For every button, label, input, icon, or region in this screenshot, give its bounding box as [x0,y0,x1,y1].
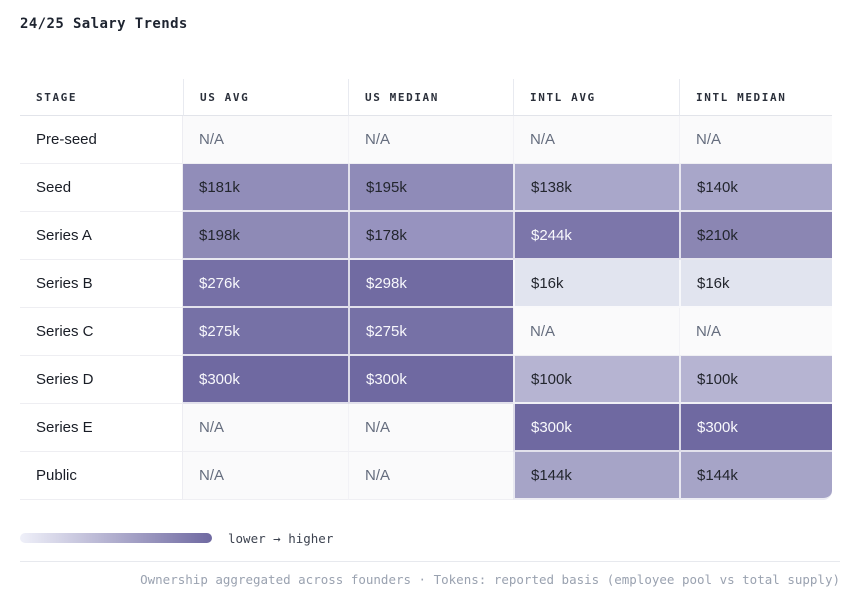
value-cell: $276k [183,260,348,308]
salary-table: STAGE US AVG US MEDIAN INTL AVG INTL MED… [20,79,832,500]
value-cell: $178k [348,212,513,260]
value-cell: N/A [183,452,348,500]
value-cell: N/A [513,116,679,164]
column-header-us-avg: US AVG [183,79,348,116]
value-cell: $181k [183,164,348,212]
value-cell: $298k [348,260,513,308]
value-cell: $300k [348,356,513,404]
page: 24/25 Salary Trends STAGE US AVG US MEDI… [20,16,840,587]
heat-legend-label: lower → higher [228,530,334,546]
value-cell: $100k [513,356,679,404]
value-cell: $195k [348,164,513,212]
page-title: 24/25 Salary Trends [20,16,188,32]
footnote: Ownership aggregated across founders · T… [140,572,840,587]
value-cell: N/A [679,116,832,164]
value-cell: $144k [679,452,832,500]
column-header-us-median: US MEDIAN [348,79,513,116]
value-cell: $100k [679,356,832,404]
value-cell: $210k [679,212,832,260]
value-cell: N/A [183,116,348,164]
value-cell: $198k [183,212,348,260]
value-cell: $244k [513,212,679,260]
value-cell: N/A [348,452,513,500]
stage-cell: Series A [20,212,183,260]
footer-divider [20,561,840,562]
value-cell: N/A [348,116,513,164]
value-cell: N/A [348,404,513,452]
stage-cell: Series B [20,260,183,308]
value-cell: N/A [513,308,679,356]
stage-cell: Pre-seed [20,116,183,164]
value-cell: $16k [513,260,679,308]
stage-cell: Public [20,452,183,500]
value-cell: $138k [513,164,679,212]
value-cell: $144k [513,452,679,500]
stage-cell: Series D [20,356,183,404]
stage-cell: Series E [20,404,183,452]
value-cell: $16k [679,260,832,308]
heat-legend: lower → higher [20,530,840,546]
stage-cell: Seed [20,164,183,212]
heat-legend-gradient-bar [20,533,212,543]
value-cell: $275k [183,308,348,356]
column-header-intl-median: INTL MEDIAN [679,79,832,116]
value-cell: $300k [183,356,348,404]
column-header-intl-avg: INTL AVG [513,79,679,116]
value-cell: N/A [679,308,832,356]
value-cell: N/A [183,404,348,452]
value-cell: $140k [679,164,832,212]
column-header-stage: STAGE [20,79,183,116]
value-cell: $300k [679,404,832,452]
value-cell: $275k [348,308,513,356]
value-cell: $300k [513,404,679,452]
stage-cell: Series C [20,308,183,356]
